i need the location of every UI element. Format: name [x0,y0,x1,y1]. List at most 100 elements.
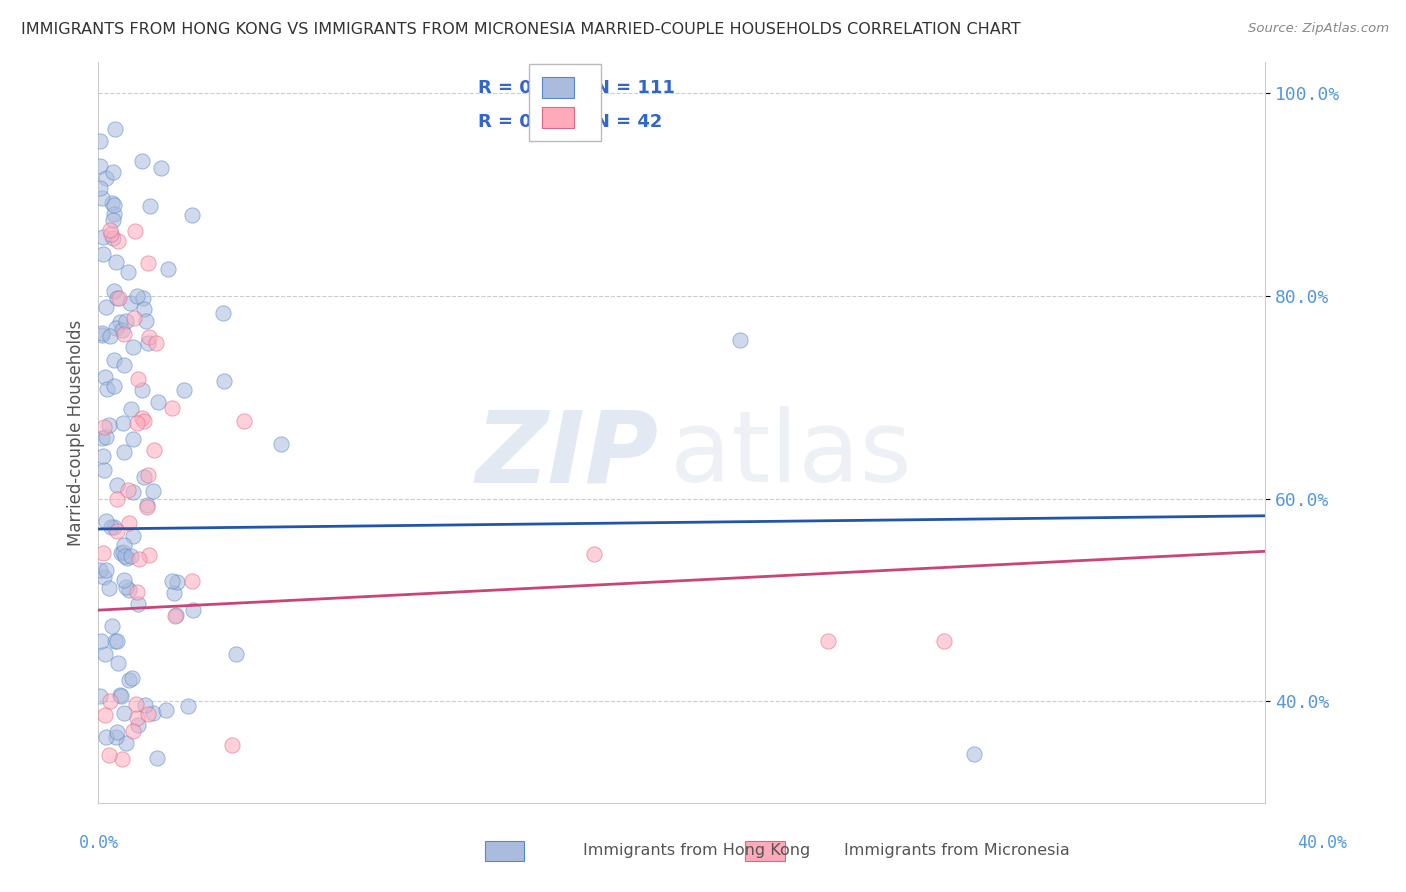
Point [163,608,186,623]
Point [131,410,153,425]
Point [100,227,122,241]
Text: Immigrants from Hong Kong: Immigrants from Hong Kong [583,844,811,858]
Point [270,437,292,451]
Point [101,618,124,632]
Point [145,335,167,350]
Point [114,444,136,458]
Point [93,570,115,584]
Point [148,395,170,409]
Point [103,379,125,393]
Point [212,306,235,320]
Point [112,706,135,720]
Point [139,199,162,213]
Point [157,261,180,276]
Text: 0.0%: 0.0% [79,834,118,852]
Point [89,563,111,577]
Point [212,374,235,388]
Point [165,608,187,623]
Point [583,547,606,561]
Point [127,597,149,611]
Point [98,581,121,595]
Point [124,224,146,238]
Point [135,500,157,514]
Text: IMMIGRANTS FROM HONG KONG VS IMMIGRANTS FROM MICRONESIA MARRIED-COUPLE HOUSEHOLD: IMMIGRANTS FROM HONG KONG VS IMMIGRANTS … [21,22,1021,37]
Point [98,223,121,237]
Point [120,402,142,417]
Point [118,673,141,687]
Point [125,711,148,725]
Point [132,414,155,428]
Point [117,264,139,278]
Point [104,122,127,136]
Point [91,328,114,343]
Point [142,483,165,498]
Text: 40.0%: 40.0% [1296,834,1347,852]
Point [104,321,127,335]
Point [108,688,131,702]
Point [103,213,125,227]
Legend: , : , [529,64,602,141]
Point [105,633,128,648]
Point [105,478,128,492]
Point [103,198,125,212]
Point [125,584,148,599]
Text: atlas: atlas [671,407,912,503]
Point [108,315,131,329]
Point [91,449,114,463]
Point [122,340,145,354]
Point [93,370,115,384]
Point [103,207,125,221]
Point [122,311,145,326]
Point [125,697,148,711]
Point [100,520,122,534]
Point [132,291,155,305]
Point [91,229,114,244]
Point [101,196,124,211]
Point [105,491,128,506]
Point [180,574,202,588]
Point [105,724,128,739]
Point [135,314,157,328]
Point [96,382,118,396]
Point [89,134,111,148]
Point [90,326,112,341]
Point [110,689,132,703]
Point [91,546,114,560]
Point [94,730,117,744]
Point [105,524,128,538]
Point [98,694,121,708]
Point [120,295,142,310]
Point [132,470,155,484]
Point [97,417,120,432]
Point [138,330,160,344]
Point [162,401,184,416]
Point [94,563,117,577]
Point [104,730,127,744]
Point [115,550,138,565]
Point [730,333,752,347]
Point [122,485,145,500]
Point [138,336,160,351]
Point [111,545,134,559]
Point [89,160,111,174]
Point [934,633,956,648]
Point [155,704,177,718]
Point [96,171,118,186]
Point [232,414,254,428]
Point [131,154,153,169]
Point [138,468,160,483]
Point [91,190,114,204]
Text: R = 0.052   N = 42: R = 0.052 N = 42 [478,112,662,130]
Point [107,234,129,248]
Point [134,302,156,317]
Text: R = 0.010   N = 111: R = 0.010 N = 111 [478,79,675,97]
Point [89,689,111,703]
Point [112,538,135,552]
Point [120,549,142,563]
Point [112,573,135,587]
Point [121,671,143,685]
Point [98,747,121,762]
Point [112,327,135,342]
Point [93,463,115,477]
Point [221,738,243,752]
